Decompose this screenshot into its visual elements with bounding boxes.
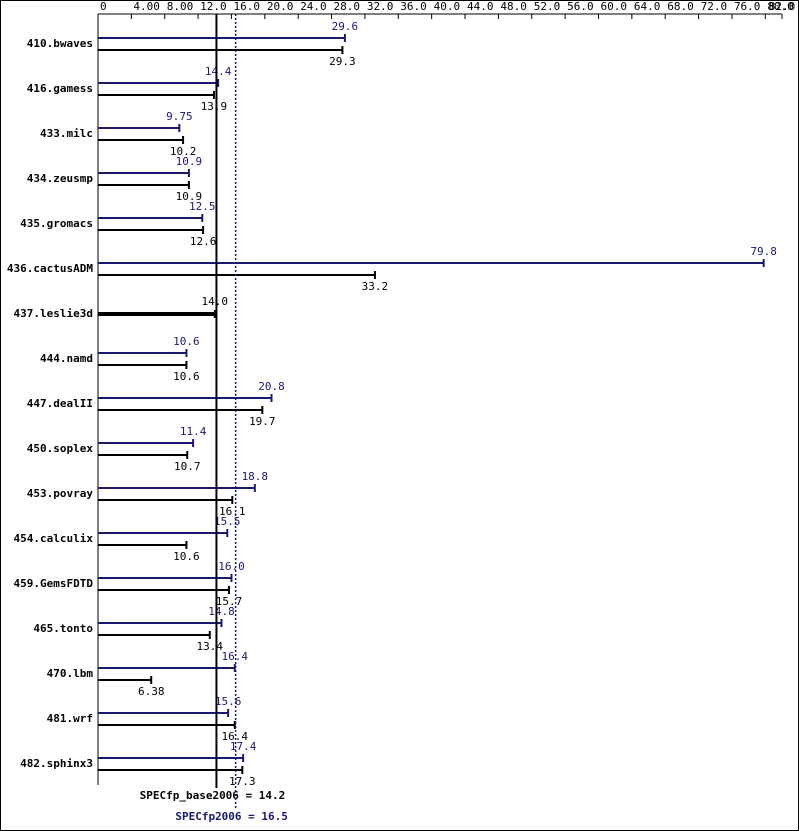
value-label: 12.6 (190, 235, 217, 248)
x-tick-label: 40.0 (434, 0, 461, 13)
x-tick-label: 24.0 (300, 0, 327, 13)
reference-label: SPECfp_base2006 = 14.2 (140, 789, 286, 802)
category-label: 434.zeusmp (27, 172, 94, 185)
reference-label: SPECfp2006 = 16.5 (175, 810, 288, 823)
x-tick-label: 36.0 (400, 0, 427, 13)
value-label: 13.9 (201, 100, 228, 113)
value-label: 15.6 (215, 695, 242, 708)
category-label: 436.cactusADM (7, 262, 93, 275)
category-label: 470.lbm (47, 667, 94, 680)
x-tick-label: 52.0 (534, 0, 561, 13)
category-label: 454.calculix (14, 532, 94, 545)
category-label: 465.tonto (33, 622, 93, 635)
category-label: 453.povray (27, 487, 94, 500)
category-label: 435.gromacs (20, 217, 93, 230)
category-label: 450.soplex (27, 442, 94, 455)
x-tick-label: 72.0 (701, 0, 728, 13)
value-label: 15.5 (214, 515, 241, 528)
value-label: 14.4 (205, 65, 232, 78)
x-tick-label: 80.0 (767, 0, 794, 13)
value-label: 13.4 (197, 640, 224, 653)
value-label: 29.3 (329, 55, 356, 68)
value-label: 11.4 (180, 425, 207, 438)
value-label: 17.4 (230, 740, 257, 753)
x-tick-label: 60.0 (600, 0, 627, 13)
value-label: 16.4 (222, 650, 249, 663)
x-tick-label: 12.0 (200, 0, 227, 13)
x-tick-label: 82.0 (769, 0, 796, 13)
value-label: 33.2 (362, 280, 389, 293)
value-label: 18.8 (242, 470, 269, 483)
value-label: 6.38 (138, 685, 165, 698)
value-label: 10.9 (176, 155, 203, 168)
value-label: 14.0 (202, 295, 229, 308)
value-label: 16.0 (218, 560, 245, 573)
category-label: 416.gamess (27, 82, 93, 95)
value-label: 9.75 (166, 110, 193, 123)
x-tick-label: 68.0 (667, 0, 694, 13)
value-label: 14.8 (208, 605, 235, 618)
category-label: 410.bwaves (27, 37, 93, 50)
x-tick-label: 76.0 (734, 0, 761, 13)
x-tick-label: 8.00 (167, 0, 194, 13)
x-tick-label: 64.0 (634, 0, 661, 13)
x-tick-label: 56.0 (567, 0, 594, 13)
category-label: 444.namd (40, 352, 93, 365)
x-tick-label: 16.0 (233, 0, 260, 13)
value-label: 12.5 (189, 200, 216, 213)
category-label: 481.wrf (47, 712, 93, 725)
value-label: 16.4 (222, 730, 249, 743)
value-label: 19.7 (249, 415, 276, 428)
x-tick-label: 28.0 (334, 0, 361, 13)
value-label: 10.6 (173, 550, 200, 563)
x-tick-label: 4.00 (133, 0, 160, 13)
value-label: 29.6 (332, 20, 359, 33)
value-label: 20.8 (258, 380, 285, 393)
value-label: 16.1 (219, 505, 246, 518)
value-label: 79.8 (750, 245, 777, 258)
category-label: 459.GemsFDTD (14, 577, 94, 590)
value-label: 10.6 (173, 335, 200, 348)
x-tick-label: 48.0 (500, 0, 527, 13)
value-label: 10.6 (173, 370, 200, 383)
value-label: 10.9 (176, 190, 203, 203)
category-label: 482.sphinx3 (20, 757, 93, 770)
category-label: 433.milc (40, 127, 93, 140)
x-tick-label: 44.0 (467, 0, 494, 13)
x-tick-label: 32.0 (367, 0, 394, 13)
x-tick-label: 0 (100, 0, 107, 13)
value-label: 17.3 (229, 775, 256, 788)
category-label: 447.dealII (27, 397, 93, 410)
value-label: 10.2 (170, 145, 197, 158)
value-label: 10.7 (174, 460, 201, 473)
category-label: 437.leslie3d (14, 307, 93, 320)
x-tick-label: 20.0 (267, 0, 294, 13)
